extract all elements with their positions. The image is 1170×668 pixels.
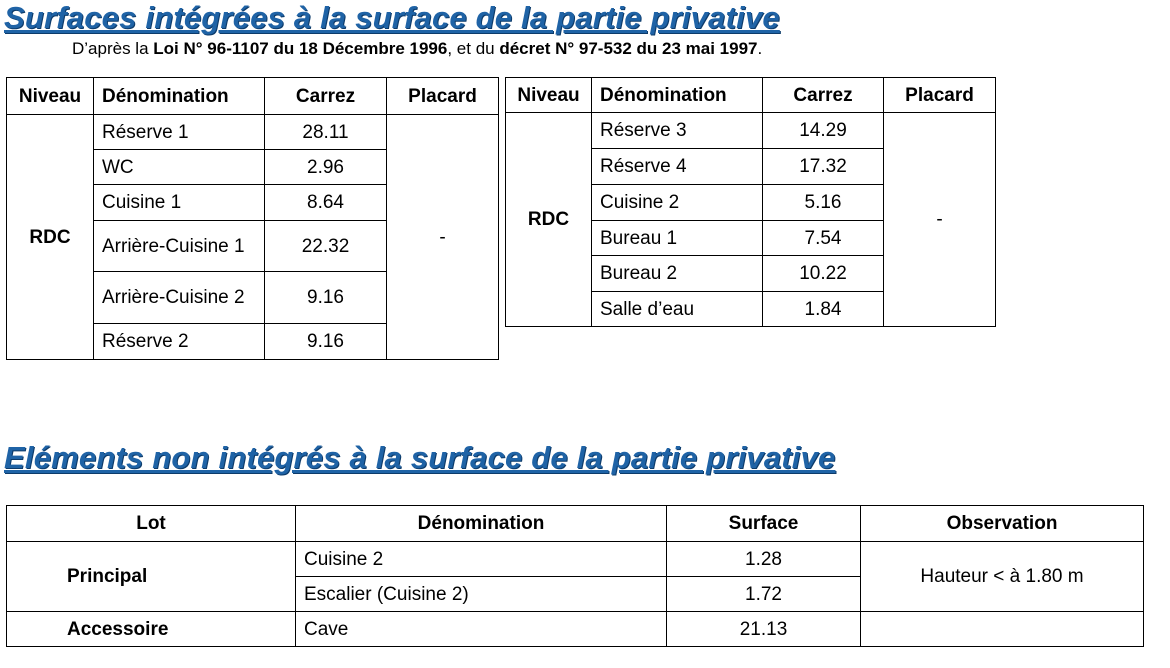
area-cell: 22.32: [264, 220, 387, 272]
area-cell: 1.84: [762, 291, 884, 327]
area-cell: 14.29: [762, 112, 884, 149]
header-row: Niveau Dénomination Carrez Placard: [6, 77, 499, 115]
row: Bureau 2 10.22: [506, 255, 996, 292]
column-header: Observation: [860, 505, 1144, 542]
column-header: Placard: [883, 77, 996, 113]
surface-cell: 21.13: [666, 611, 861, 647]
subtitle-part: Loi N° 96-1107 du 18 Décembre 1996: [153, 39, 448, 58]
name-cell: Bureau 2: [591, 255, 763, 292]
area-cell: 5.16: [762, 184, 884, 221]
section-title: Eléments non intégrés à la surface de la…: [4, 440, 836, 475]
elements-table: Lot Dénomination Surface Observation Princip…: [6, 505, 1144, 647]
column-header: Niveau: [6, 77, 94, 115]
column-header: Niveau: [505, 77, 592, 113]
header-row: Niveau Dénomination Carrez Placard: [505, 77, 996, 113]
name-cell: Arrière-Cuisine 2: [93, 271, 265, 324]
row: Escalier (Cuisine 2) 1.72: [7, 576, 1144, 612]
name-cell: Bureau 1: [591, 220, 763, 256]
area-cell: 9.16: [264, 323, 387, 360]
area-cell: 17.32: [762, 148, 884, 185]
row: Cuisine 1 8.64: [7, 184, 499, 221]
observation-cell: Hauteur < à 1.80 m: [860, 541, 1144, 612]
row: Cuisine 2 5.16: [506, 184, 996, 221]
lot-cell: Accessoire: [6, 611, 296, 647]
name-cell: WC: [93, 149, 265, 185]
name-cell: Réserve 3: [591, 112, 763, 149]
row: Réserve 2 9.16: [7, 323, 499, 360]
area-cell: 28.11: [264, 114, 387, 150]
subtitle: D’après la Loi N° 96-1107 du 18 Décembre…: [72, 39, 762, 59]
name-cell: Réserve 4: [591, 148, 763, 185]
column-header: Lot: [6, 505, 296, 542]
surface-cell: 1.72: [666, 576, 861, 612]
area-cell: 2.96: [264, 149, 387, 185]
column-header: Carrez: [762, 77, 884, 113]
name-cell: Cuisine 1: [93, 184, 265, 221]
name-cell: Cave: [295, 611, 667, 647]
section-title: Surfaces intégrées à la surface de la pa…: [4, 0, 780, 35]
subtitle-part: décret N° 97-532 du 23 mai 1997: [499, 39, 758, 58]
observation-cell: [860, 611, 1144, 647]
level-cell: RDC: [6, 114, 94, 360]
row: WC 2.96: [7, 149, 499, 185]
area-cell: 8.64: [264, 184, 387, 221]
row: Salle d’eau 1.84: [506, 291, 996, 327]
subtitle-part: D’après la: [72, 39, 154, 58]
name-cell: Salle d’eau: [591, 291, 763, 327]
area-cell: 10.22: [762, 255, 884, 292]
header-row: Lot Dénomination Surface Observation: [6, 505, 1144, 542]
row: Principal Cuisine 2 1.28 Hauteur < à 1.80 m: [6, 541, 1144, 612]
subtitle-part: , et du: [447, 39, 500, 58]
subtitle-part: .: [757, 39, 763, 58]
name-cell: Arrière-Cuisine 1: [93, 220, 265, 272]
column-header: Dénomination: [295, 505, 667, 542]
carrez-table: Niveau Dénomination Carrez Placard RDC Réserv…: [6, 77, 499, 360]
placard-cell: -: [883, 112, 996, 327]
row: Arrière-Cuisine 1 22.32: [7, 220, 499, 272]
row: RDC Réserve 3 14.29-: [505, 112, 996, 327]
row: Accessoire Cave 21.13: [6, 611, 1144, 647]
column-header: Carrez: [264, 77, 387, 115]
area-cell: 9.16: [264, 271, 387, 324]
row: Bureau 1 7.54: [506, 220, 996, 256]
name-cell: Cuisine 2: [295, 541, 667, 577]
level-cell: RDC: [505, 112, 592, 327]
name-cell: Réserve 1: [93, 114, 265, 150]
name-cell: Réserve 2: [93, 323, 265, 360]
row: Réserve 4 17.32: [506, 148, 996, 185]
column-header: Surface: [666, 505, 861, 542]
column-header: Dénomination: [591, 77, 763, 113]
column-header: Placard: [386, 77, 499, 115]
lot-cell: Principal: [6, 541, 296, 612]
row: Arrière-Cuisine 2 9.16: [7, 271, 499, 324]
row: RDC Réserve 1 28.11-: [6, 114, 499, 360]
carrez-table: Niveau Dénomination Carrez Placard RDC Réserv…: [505, 77, 996, 327]
placard-cell: -: [386, 114, 499, 360]
name-cell: Cuisine 2: [591, 184, 763, 221]
name-cell: Escalier (Cuisine 2): [295, 576, 667, 612]
surface-cell: 1.28: [666, 541, 861, 577]
area-cell: 7.54: [762, 220, 884, 256]
column-header: Dénomination: [93, 77, 265, 115]
